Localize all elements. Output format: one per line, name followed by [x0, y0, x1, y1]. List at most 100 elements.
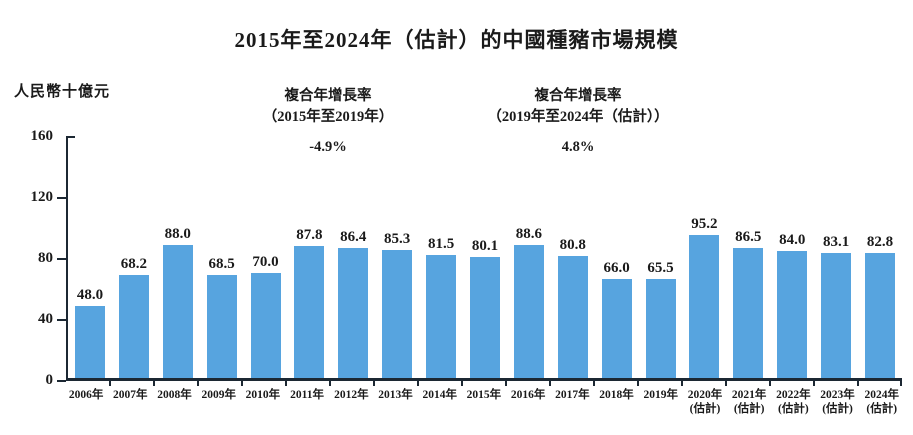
y-axis-tick-label: 40 [38, 311, 53, 327]
x-axis-label: 2020年 (估計) [687, 389, 723, 416]
x-axis-tick-mark [153, 380, 155, 386]
cagr-period: （2015年至2019年） [262, 109, 394, 126]
y-axis-unit-label: 人民幣十億元 [14, 84, 111, 100]
bar [338, 247, 369, 378]
bar-value-label: 81.5 [427, 236, 455, 253]
cagr-label: 複合年增長率 [534, 88, 622, 104]
bar-slot: 80.1 [463, 137, 507, 378]
bar-value-label: 68.5 [208, 255, 235, 272]
x-axis-labels: 2006年 2007年 2008年 2009年 2010年 2011年 2012年 2013年… [64, 388, 904, 417]
x-axis-tick-mark [593, 380, 595, 386]
bar-slot: 87.8 [287, 137, 331, 378]
bar-value-label: 66.0 [603, 259, 630, 276]
bar-value-label: 80.8 [559, 237, 586, 254]
x-axis-tick-mark [813, 380, 815, 386]
bar-value-label: 70.0 [252, 253, 279, 270]
bar [206, 274, 237, 378]
bar-slot: 86.5 [726, 137, 770, 378]
x-axis-label: 2018年 [599, 389, 634, 401]
bar [645, 279, 676, 378]
x-axis-label: 2010年 [245, 389, 281, 401]
x-axis-ticks [66, 380, 902, 387]
x-axis-label: 2014年 [422, 389, 457, 401]
cagr-value: 4.8% [561, 139, 595, 156]
x-axis-tick-mark [373, 380, 375, 386]
x-axis-label: 2024年 (估計) [864, 389, 900, 416]
x-axis-tick-mark [856, 380, 859, 386]
x-axis-tick-mark [505, 380, 507, 386]
bar-slot: 70.0 [244, 137, 288, 378]
bar [426, 255, 457, 378]
x-axis-label: 2019年 [643, 389, 678, 401]
x-axis-tick-mark [109, 380, 111, 386]
bar-value-label: 95.2 [691, 215, 718, 232]
bar [294, 245, 325, 378]
y-axis-tick-label: 120 [30, 189, 54, 205]
cagr-annotation-2015-2019: 複合年增長率 （2015年至2019年） -4.9% [263, 86, 394, 158]
x-axis-tick-mark [417, 380, 419, 386]
bar-value-label: 68.2 [120, 256, 147, 273]
bar-slot: 82.8 [858, 137, 902, 378]
y-axis-tick-mark [57, 197, 66, 199]
bar-value-label: 85.3 [384, 230, 411, 247]
bar-slot: 88.0 [156, 137, 200, 378]
bar-value-label: 65.5 [647, 260, 674, 277]
bar-slot: 68.5 [200, 137, 244, 378]
x-axis-tick-mark [900, 380, 902, 386]
x-axis-label: 2021年 (估計) [731, 389, 767, 416]
y-axis-tick-mark [57, 258, 66, 260]
bar-slot: 80.8 [551, 137, 595, 378]
bar-value-label: 82.8 [866, 234, 894, 251]
bar-value-label: 86.4 [340, 228, 367, 245]
x-axis-tick-mark [241, 380, 243, 386]
bar-slot: 81.5 [419, 137, 463, 378]
bar-slot: 95.2 [682, 137, 726, 378]
bar [118, 275, 149, 378]
chart-title: 2015年至2024年（估計）的中國種豬市場規模 [234, 28, 679, 52]
bar [821, 252, 852, 378]
x-axis-label: 2017年 [555, 389, 590, 401]
bar [250, 272, 281, 378]
x-axis-label: 2009年 [201, 389, 236, 401]
bar-slot: 84.0 [770, 137, 814, 378]
bar-value-label: 48.0 [76, 286, 104, 303]
bar [162, 245, 193, 378]
cagr-period: （2019年至2024年（估計）） [487, 109, 669, 126]
bar-slot: 48.0 [68, 137, 112, 378]
x-axis-tick-mark [637, 380, 639, 386]
y-axis-tick-mark [57, 319, 66, 321]
y-axis-tick-label: 160 [30, 128, 54, 144]
x-axis-label: 2008年 [157, 389, 192, 401]
bar [777, 251, 808, 378]
y-axis-tick-mark [57, 380, 66, 382]
bar-value-label: 87.8 [296, 226, 323, 243]
x-axis-label: 2011年 [290, 389, 325, 401]
bar-value-label: 84.0 [779, 232, 806, 249]
plot-area: 48.0 68.2 88.0 68.5 70.0 87.8 86.4 85.3 81.5 80.1… [66, 137, 902, 381]
y-axis-tick-mark [66, 136, 75, 138]
bar-value-label: 80.1 [471, 238, 499, 255]
cagr-label: 複合年增長率 [284, 88, 372, 104]
cagr-value: -4.9% [309, 139, 347, 156]
bar [864, 253, 895, 378]
bar [74, 305, 105, 378]
bar [557, 256, 588, 378]
y-axis: 0 40 80 120 160 [0, 129, 75, 388]
bar-slot: 83.1 [814, 137, 858, 378]
x-axis-tick-mark [769, 380, 771, 386]
bar [689, 234, 720, 378]
bar-slot: 85.3 [375, 137, 419, 378]
bar-slot: 66.0 [595, 137, 639, 378]
x-axis-tick-mark [549, 380, 551, 386]
x-axis-label: 2013年 [378, 389, 413, 401]
x-axis-tick-mark [329, 380, 331, 386]
x-axis-label: 2023年 (估計) [820, 389, 855, 416]
x-axis-label: 2006年 [68, 389, 104, 401]
bar [733, 247, 764, 378]
y-axis-tick-label: 80 [38, 250, 53, 266]
bar [382, 249, 413, 378]
x-axis-tick-mark [460, 380, 463, 386]
bar-slot: 88.6 [507, 137, 551, 378]
bar-value-label: 88.0 [164, 226, 191, 243]
